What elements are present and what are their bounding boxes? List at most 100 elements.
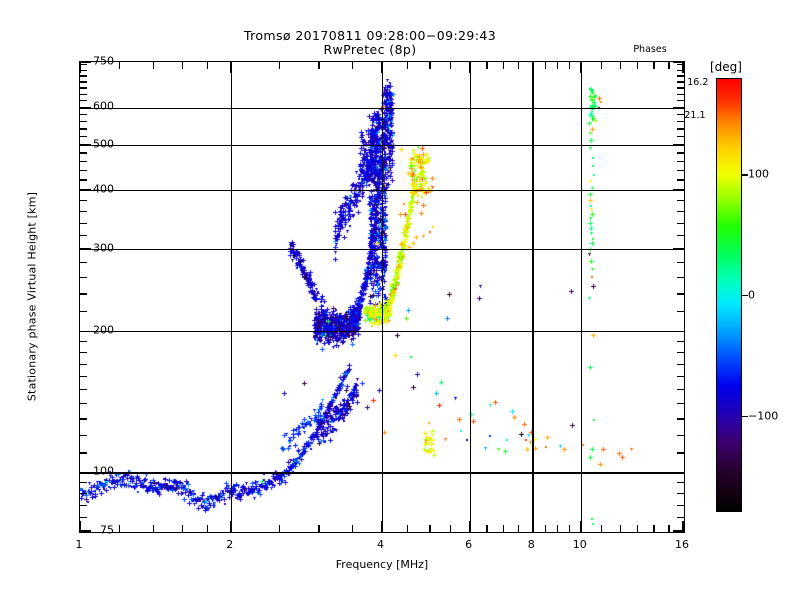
axis-tick [80, 199, 87, 202]
axis-tick [502, 62, 504, 69]
axis-tick [677, 493, 684, 495]
gridline-horizontal [80, 472, 684, 474]
axis-tick [677, 352, 684, 354]
axis-tick [677, 75, 684, 77]
gridline-horizontal [80, 331, 684, 333]
axis-tick [80, 179, 87, 181]
axis-tick [531, 521, 533, 532]
axis-tick [80, 170, 87, 172]
axis-tick [486, 62, 488, 69]
axis-tick [450, 62, 452, 69]
gridline-horizontal [80, 107, 684, 109]
axis-tick [278, 62, 280, 69]
axis-tick [677, 87, 684, 89]
axis-tick [80, 293, 87, 295]
axis-tick [80, 234, 87, 237]
y-tick-label: 400 [93, 182, 114, 196]
axis-tick [677, 363, 684, 365]
axis-tick [80, 530, 91, 532]
axis-tick [119, 62, 121, 69]
axis-tick [80, 521, 81, 532]
axis-tick [677, 482, 684, 484]
x-tick-label: 10 [572, 538, 587, 551]
axis-tick [80, 262, 87, 264]
axis-tick [80, 62, 81, 73]
axis-tick [152, 525, 154, 532]
axis-tick [469, 62, 471, 73]
axis-tick [450, 525, 452, 532]
axis-tick [677, 93, 684, 95]
axis-tick [80, 222, 87, 224]
axis-tick [152, 62, 154, 69]
axis-tick [677, 100, 684, 102]
axis-tick [80, 403, 87, 405]
axis-tick [677, 120, 684, 123]
colorbar-tick [742, 174, 748, 176]
axis-tick [557, 525, 559, 532]
axis-tick [406, 62, 408, 69]
axis-tick [677, 199, 684, 202]
axis-tick [380, 62, 383, 73]
axis-tick [230, 62, 232, 73]
axis-tick [380, 521, 383, 532]
axis-tick [569, 62, 571, 69]
y-tick-label: 500 [93, 137, 114, 151]
axis-tick [673, 248, 684, 250]
phase-colorbar [716, 78, 742, 512]
axis-tick [80, 493, 87, 495]
axis-tick [677, 170, 684, 172]
y-tick-label: 100 [93, 464, 114, 478]
axis-tick [80, 135, 87, 138]
axis-tick [544, 525, 547, 532]
colorbar-tick-label: −100 [748, 409, 779, 423]
axis-tick [677, 452, 684, 454]
axis-tick [600, 525, 603, 532]
axis-tick [677, 376, 684, 378]
axis-tick [677, 403, 684, 405]
axis-tick [677, 389, 684, 391]
phase-stats-heading: Phases [633, 44, 667, 55]
axis-tick [486, 525, 488, 532]
axis-tick [677, 262, 684, 264]
axis-tick [80, 128, 87, 130]
axis-tick [677, 179, 684, 181]
axis-tick [677, 113, 684, 115]
axis-tick [429, 62, 431, 69]
axis-tick [677, 418, 684, 420]
axis-tick [544, 62, 547, 69]
axis-tick [531, 62, 533, 73]
axis-tick [207, 62, 209, 69]
axis-tick [668, 62, 670, 69]
axis-tick [80, 152, 87, 154]
x-tick-label: 4 [377, 538, 384, 551]
axis-tick [469, 521, 471, 532]
y-tick-label: 300 [93, 241, 114, 255]
y-axis-label: Stationary phase Virtual Height [km] [25, 191, 39, 402]
y-tick-label: 750 [93, 54, 114, 68]
x-axis-label: Frequency [MHz] [335, 558, 429, 571]
axis-tick [677, 234, 684, 237]
axis-tick [278, 525, 280, 532]
gridline-vertical [580, 62, 583, 532]
axis-tick [230, 521, 232, 532]
gridline-vertical [532, 62, 534, 532]
axis-tick [80, 418, 87, 420]
axis-tick [80, 363, 87, 365]
axis-tick [580, 62, 582, 73]
axis-tick [677, 128, 684, 130]
colorbar-tick-label: 0 [748, 288, 755, 302]
axis-tick [80, 471, 91, 474]
axis-tick [580, 521, 582, 532]
axis-tick [619, 62, 622, 69]
axis-tick [80, 62, 91, 63]
gridline-horizontal [80, 190, 684, 192]
axis-tick [80, 189, 91, 191]
gridline-vertical [469, 62, 471, 532]
axis-tick [557, 62, 559, 69]
axis-tick [502, 525, 504, 532]
axis-tick [517, 62, 519, 69]
axis-tick [80, 341, 87, 343]
axis-tick [677, 81, 684, 83]
axis-tick [677, 277, 684, 279]
axis-tick [677, 69, 684, 71]
